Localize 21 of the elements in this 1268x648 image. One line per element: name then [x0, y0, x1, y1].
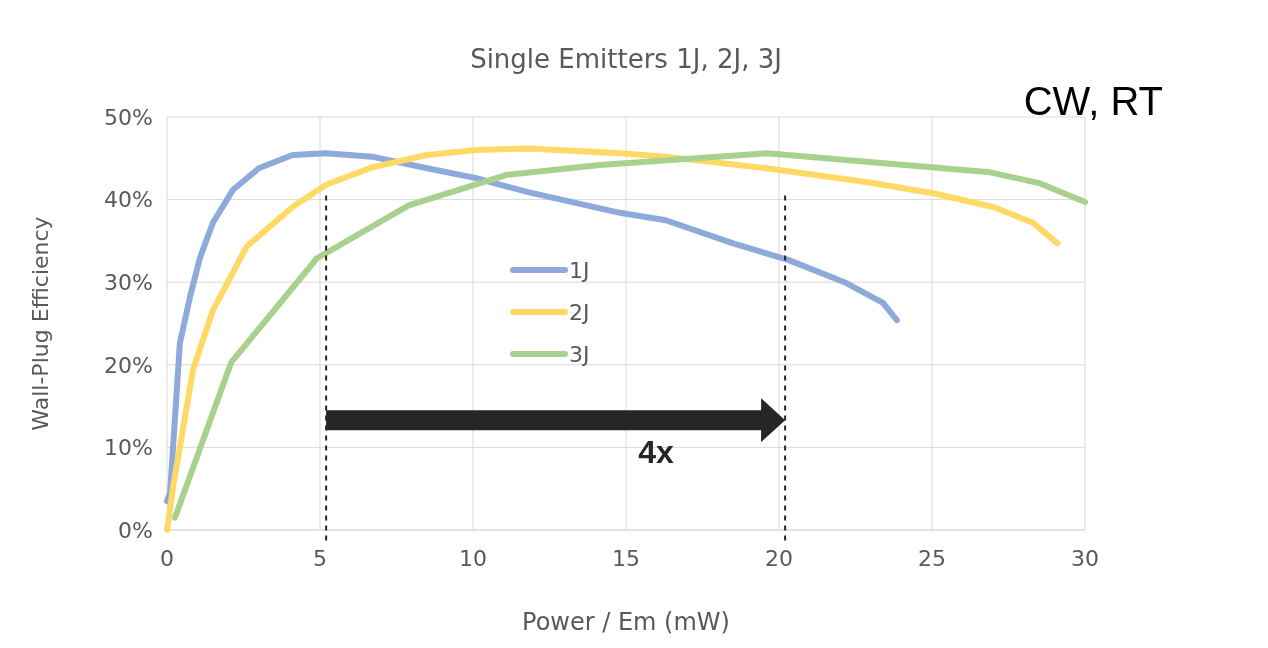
legend-label: 1J: [569, 257, 590, 283]
legend-label: 3J: [569, 341, 590, 367]
x-tick-label: 30: [1071, 546, 1099, 571]
y-tick-label: 0%: [118, 517, 153, 543]
y-tick-label: 50%: [104, 104, 153, 130]
chart-title: Single Emitters 1J, 2J, 3J: [470, 44, 782, 74]
x-tick-label: 10: [459, 546, 487, 571]
y-tick-label: 10%: [104, 435, 153, 461]
x-axis-title: Power / Em (mW): [522, 608, 730, 636]
x-tick-label: 25: [918, 546, 946, 571]
legend-label: 2J: [569, 299, 590, 325]
x-tick-label: 5: [313, 546, 327, 571]
y-tick-label: 30%: [104, 269, 153, 295]
x-tick-label: 20: [765, 546, 793, 571]
annotation: 4x: [638, 433, 674, 470]
annotation: CW, RT: [1023, 79, 1163, 123]
y-tick-label: 20%: [104, 352, 153, 378]
y-axis-title: Wall-Plug Efficiency: [28, 216, 53, 431]
x-tick-label: 0: [160, 546, 174, 571]
y-tick-label: 40%: [104, 187, 153, 213]
x-tick-label: 15: [612, 546, 640, 571]
